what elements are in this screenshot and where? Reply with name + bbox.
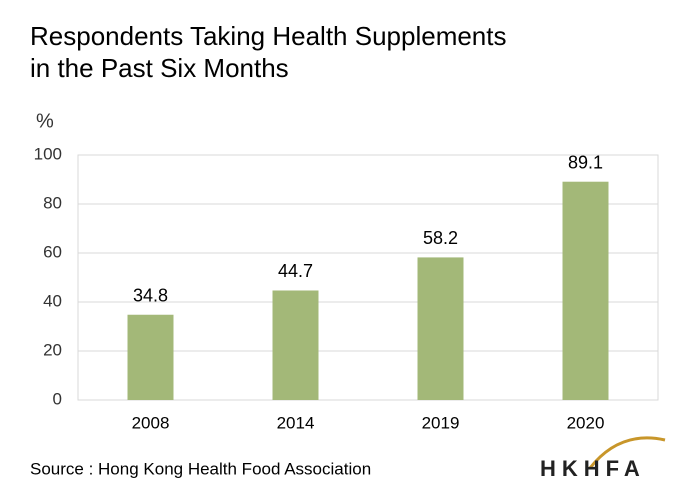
source-note: Source : Hong Kong Health Food Associati… — [30, 459, 371, 478]
bar — [127, 314, 174, 400]
logo-swoosh — [588, 436, 666, 469]
y-tick-label: 60 — [43, 242, 62, 261]
x-tick-label: 2020 — [567, 413, 605, 432]
y-tick-label: 0 — [53, 389, 62, 408]
bar — [417, 257, 464, 400]
y-tick-label: 40 — [43, 291, 62, 310]
bar — [272, 290, 319, 400]
value-label: 58.2 — [423, 228, 458, 248]
y-tick-label: 80 — [43, 193, 62, 212]
value-label: 89.1 — [568, 152, 603, 172]
chart-title: in the Past Six Months — [30, 53, 289, 83]
x-tick-label: 2014 — [277, 413, 315, 432]
y-axis-label: % — [36, 110, 54, 132]
y-tick-label: 20 — [43, 340, 62, 359]
x-tick-label: 2008 — [132, 413, 170, 432]
bar — [562, 181, 609, 400]
value-label: 44.7 — [278, 261, 313, 281]
y-tick-label: 100 — [34, 144, 62, 163]
chart-title: Respondents Taking Health Supplements — [30, 21, 507, 51]
logo: HKHFA — [540, 456, 646, 481]
value-label: 34.8 — [133, 285, 168, 305]
x-tick-label: 2019 — [422, 413, 460, 432]
